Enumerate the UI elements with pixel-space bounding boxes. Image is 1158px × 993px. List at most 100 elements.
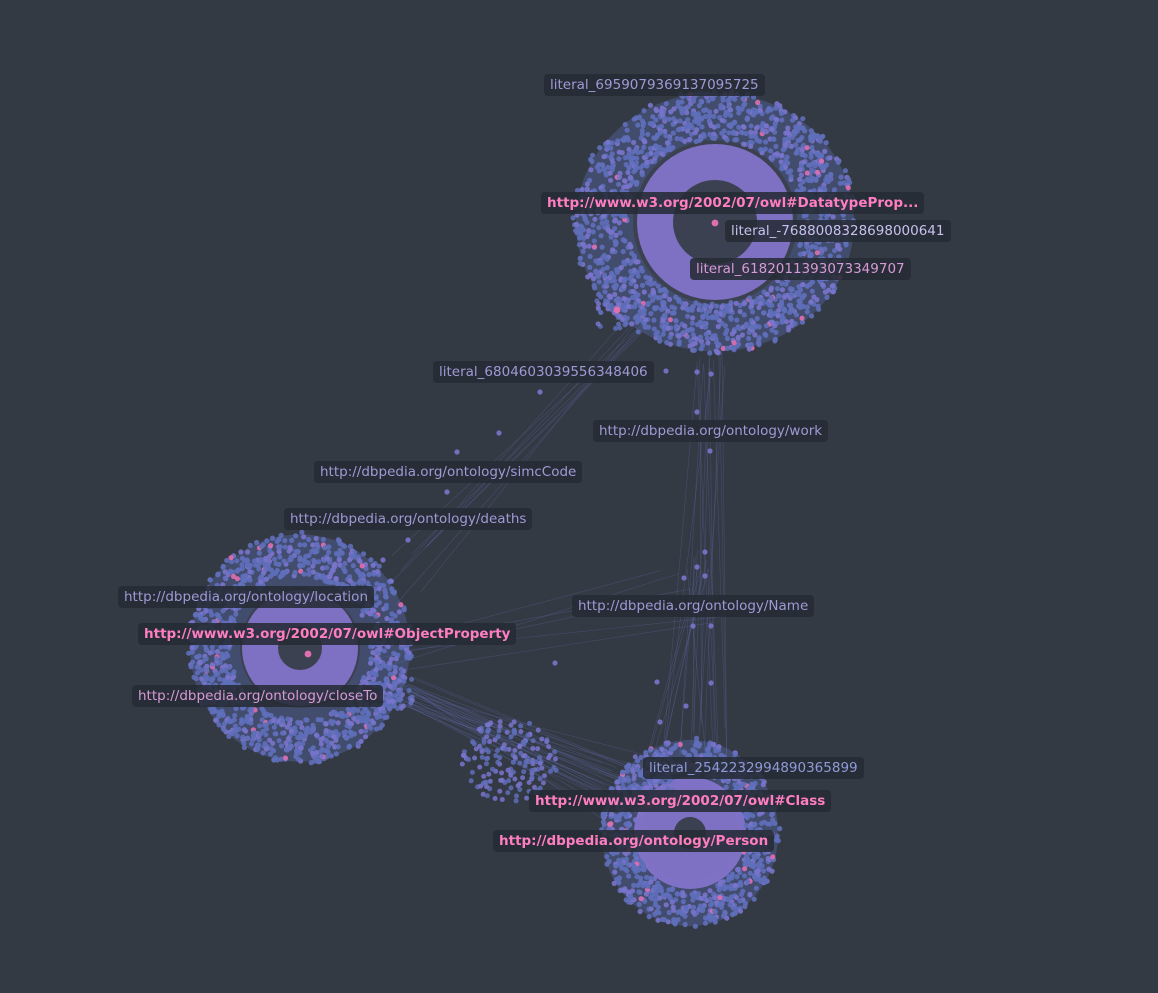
graph-node [250, 737, 256, 743]
clump-node [518, 729, 524, 735]
graph-node [296, 740, 302, 747]
graph-node [342, 568, 348, 575]
graph-node [368, 725, 374, 731]
graph-node [638, 875, 644, 881]
graph-node [259, 559, 265, 565]
graph-node [393, 656, 399, 662]
graph-node [762, 146, 769, 152]
graph-node [335, 744, 341, 750]
graph-node [776, 307, 782, 313]
graph-node [828, 171, 834, 177]
label-ontology-name[interactable]: http://dbpedia.org/ontology/Name [572, 595, 815, 617]
graph-node [636, 901, 642, 908]
bridge-node [708, 371, 714, 377]
graph-node [622, 238, 628, 244]
graph-node [768, 287, 774, 293]
graph-node [289, 537, 295, 544]
graph-node [634, 758, 641, 764]
graph-node [391, 650, 397, 657]
graph-node [332, 564, 338, 570]
label-literal-6182[interactable]: literal_6182011393073349707 [690, 258, 911, 280]
graph-node [641, 289, 647, 295]
graph-node [622, 261, 628, 267]
graph-node [714, 312, 720, 318]
clump-node [515, 783, 521, 789]
graph-node [581, 235, 587, 241]
graph-node [310, 745, 316, 751]
graph-node [818, 164, 825, 170]
clump-node [495, 748, 500, 753]
graph-node [232, 712, 238, 718]
graph-node [646, 275, 652, 281]
graph-node [605, 226, 611, 232]
graph-node [243, 572, 249, 579]
graph-node [276, 536, 282, 543]
clump-node [497, 719, 503, 725]
label-ontology-deaths[interactable]: http://dbpedia.org/ontology/deaths [284, 508, 533, 530]
label-ontology-person[interactable]: http://dbpedia.org/ontology/Person [493, 830, 775, 852]
graph-node [773, 837, 779, 843]
clump-node [510, 769, 516, 775]
graph-node [808, 154, 814, 160]
clump-node [613, 325, 619, 331]
graph-node [301, 571, 307, 577]
graph-node [653, 117, 659, 123]
graph-node [700, 904, 706, 910]
label-literal-6804[interactable]: literal_6804603039556348406 [433, 361, 654, 383]
graph-node [648, 311, 654, 317]
graph-node [358, 738, 364, 744]
graph-node [727, 902, 733, 908]
label-literal-7688[interactable]: literal_-7688008328698000641 [725, 220, 951, 242]
graph-node [647, 102, 654, 108]
graph-node [797, 182, 804, 188]
graph-node [791, 129, 797, 135]
graph-node [815, 169, 821, 175]
graph-node [239, 717, 245, 723]
graph-node [633, 852, 639, 858]
graph-node [188, 664, 194, 670]
clump-node [637, 772, 643, 778]
graph-node [652, 911, 658, 917]
label-ontology-closeto[interactable]: http://dbpedia.org/ontology/closeTo [132, 685, 384, 707]
graph-node [773, 116, 779, 122]
clump-node [520, 775, 526, 781]
graph-node [626, 899, 632, 905]
label-ontology-work[interactable]: http://dbpedia.org/ontology/work [593, 420, 829, 442]
label-literal-6959[interactable]: literal_6959079369137095725 [544, 74, 765, 96]
graph-node [368, 660, 374, 666]
graph-node [828, 176, 834, 182]
graph-node [628, 268, 634, 274]
hub-node [711, 219, 719, 227]
graph-node [691, 904, 697, 911]
label-ontology-location[interactable]: http://dbpedia.org/ontology/location [118, 586, 374, 608]
graph-node [362, 714, 368, 720]
graph-edge [699, 357, 702, 725]
graph-node [686, 752, 692, 759]
graph-node [315, 559, 322, 565]
label-owl-class[interactable]: http://www.w3.org/2002/07/owl#Class [529, 790, 832, 812]
graph-node [657, 295, 664, 301]
graph-node [720, 345, 727, 351]
graph-node [747, 139, 753, 145]
graph-node [631, 882, 637, 889]
graph-node [630, 288, 637, 295]
graph-node [350, 709, 356, 715]
graph-node [693, 752, 699, 758]
label-ontology-simccode[interactable]: http://dbpedia.org/ontology/simcCode [314, 461, 583, 483]
graph-node [827, 253, 833, 259]
graph-node [744, 116, 750, 122]
graph-node [731, 329, 737, 335]
graph-node [680, 106, 687, 113]
graph-node [634, 319, 640, 325]
clump-node [517, 760, 523, 766]
label-literal-2542[interactable]: literal_2542232994890365899 [643, 757, 864, 779]
graph-node [627, 893, 633, 900]
graph-node [599, 220, 605, 226]
graph-node [809, 167, 815, 173]
label-owl-datatype-property[interactable]: http://www.w3.org/2002/07/owl#DatatypePr… [541, 192, 925, 214]
graph-node [306, 536, 312, 543]
label-owl-object-property[interactable]: http://www.w3.org/2002/07/owl#ObjectProp… [138, 623, 517, 645]
graph-node [401, 678, 407, 684]
graph-node [666, 909, 672, 916]
graph-node [632, 868, 639, 875]
